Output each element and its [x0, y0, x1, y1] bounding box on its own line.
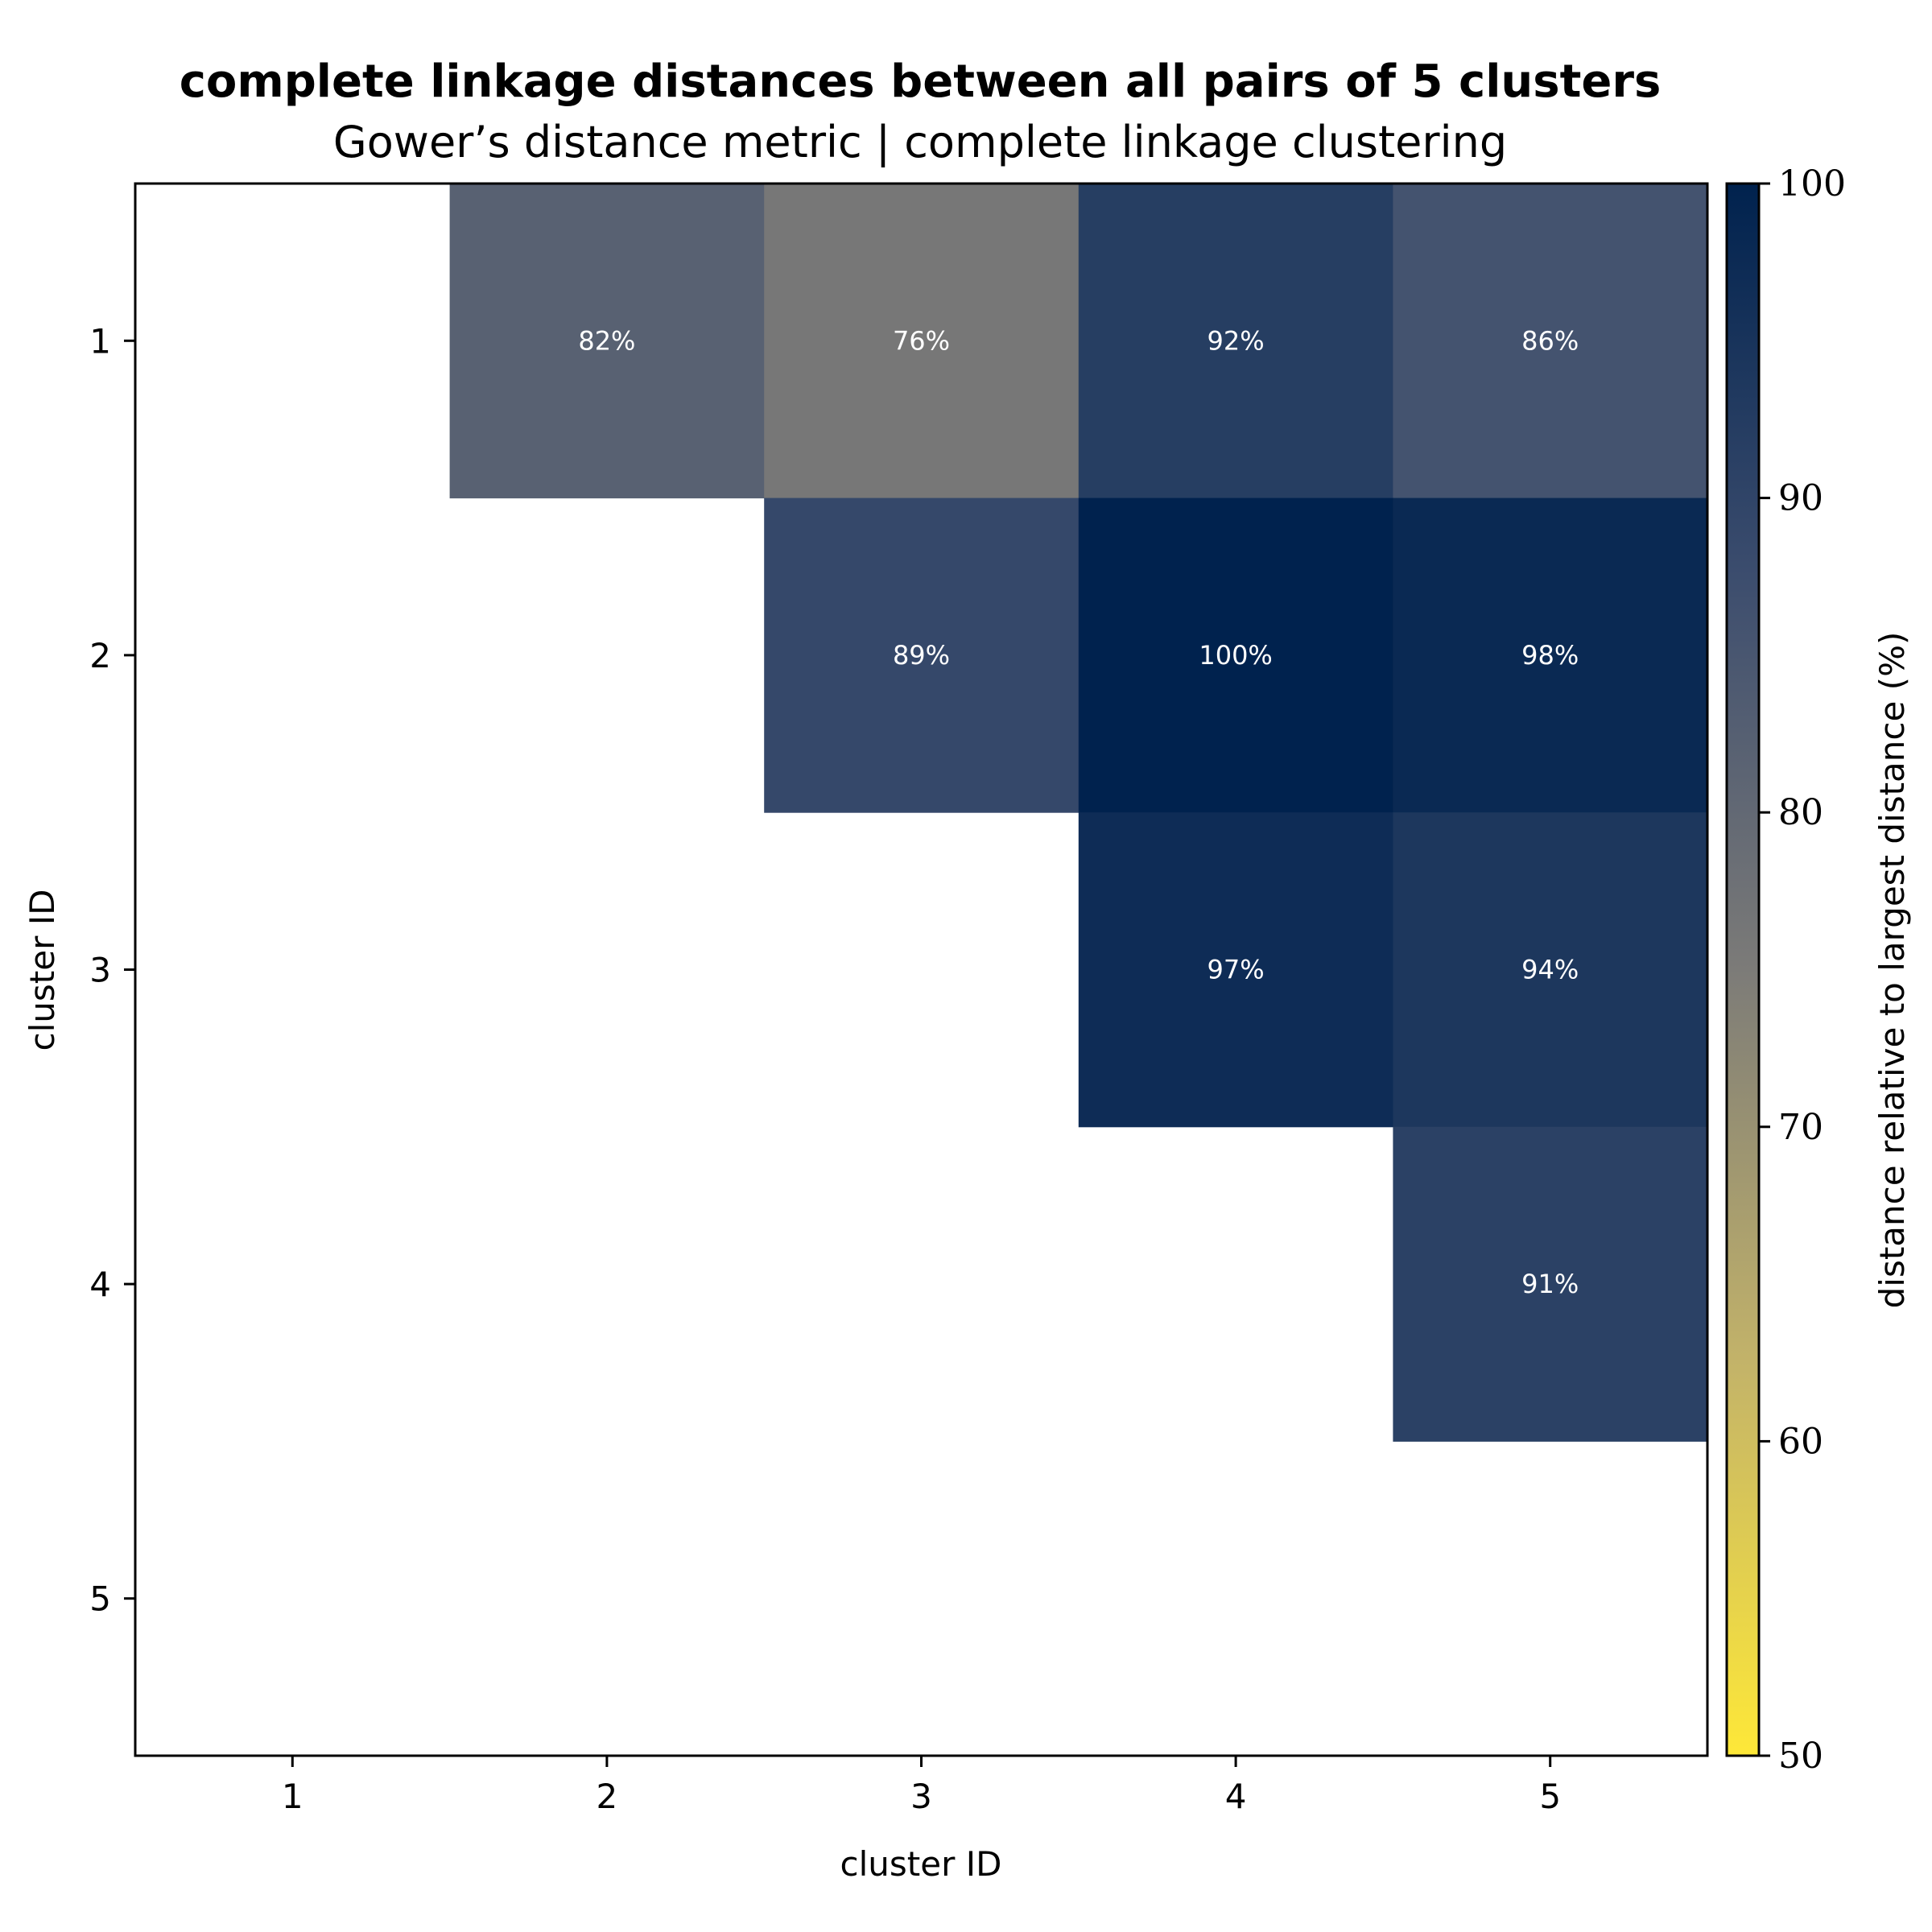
heatmap-cell: [764, 497, 1080, 813]
x-axis-label: cluster ID: [840, 1844, 1002, 1884]
x-tick-label: 5: [1539, 1777, 1561, 1816]
y-axis: 1 2 3 4 5: [89, 321, 135, 1619]
heatmap-cells: 82% 76% 92% 86% 89% 100% 98% 97% 94% 91%: [449, 184, 1708, 1442]
cell-value-label: 91%: [1521, 1269, 1579, 1299]
y-tick-label: 1: [89, 321, 111, 361]
colorbar-label: distance relative to largest distance (%…: [1872, 632, 1912, 1309]
heatmap-cell: [1078, 184, 1393, 499]
y-tick-label: 3: [89, 951, 111, 990]
heatmap-cell: [449, 184, 765, 499]
cell-value-label: 86%: [1521, 325, 1579, 356]
colorbar-tick-label: 70: [1778, 1107, 1823, 1148]
colorbar-tick-label: 80: [1778, 792, 1823, 833]
heatmap-cell: [1078, 812, 1393, 1128]
colorbar-tick-label: 60: [1778, 1421, 1823, 1462]
heatmap-cell: [1393, 497, 1708, 813]
x-tick-label: 3: [910, 1777, 932, 1816]
cell-value-label: 94%: [1521, 955, 1579, 985]
cell-value-label: 82%: [578, 325, 635, 356]
cell-value-label: 100%: [1199, 640, 1272, 671]
x-tick-label: 4: [1225, 1777, 1247, 1816]
colorbar-tick-label: 100: [1778, 163, 1846, 204]
x-tick-label: 2: [597, 1777, 618, 1816]
heatmap-cell: [1078, 497, 1393, 813]
cell-value-label: 89%: [893, 640, 950, 671]
colorbar-tick-label: 90: [1778, 478, 1823, 519]
cell-value-label: 76%: [893, 325, 950, 356]
x-axis: 1 2 3 4 5: [282, 1756, 1561, 1816]
cell-value-label: 98%: [1521, 640, 1579, 671]
colorbar-ticks: 50 60 70 80 90 100: [1759, 163, 1846, 1777]
y-axis-label: cluster ID: [23, 890, 62, 1051]
y-tick-label: 2: [89, 636, 111, 675]
cell-value-label: 92%: [1208, 325, 1265, 356]
heatmap-cell: [1393, 184, 1708, 499]
x-tick-label: 1: [282, 1777, 303, 1816]
colorbar: [1725, 182, 1761, 1757]
colorbar-tick-label: 50: [1778, 1736, 1823, 1777]
heatmap-cell: [1393, 812, 1708, 1128]
heatmap-cell: [1393, 1126, 1708, 1442]
cell-value-label: 97%: [1208, 955, 1265, 985]
chart-subtitle: Gower’s distance metric | complete linka…: [333, 117, 1507, 167]
heatmap-cell: [764, 184, 1080, 499]
y-tick-label: 4: [89, 1265, 111, 1304]
chart-title: complete linkage distances between all p…: [180, 56, 1662, 108]
y-tick-label: 5: [89, 1579, 111, 1619]
